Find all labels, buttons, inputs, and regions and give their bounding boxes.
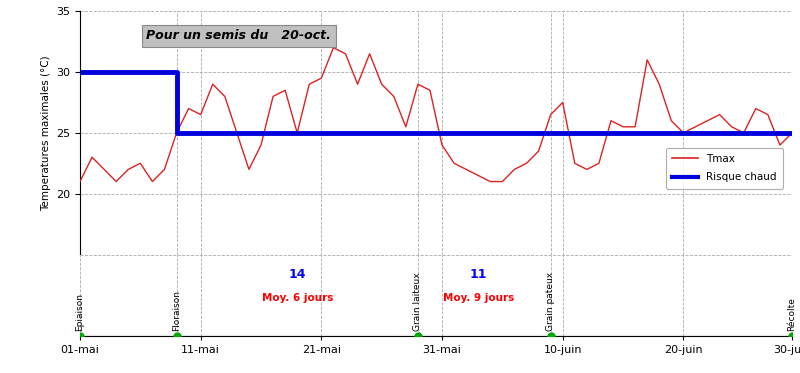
- Text: 11: 11: [470, 267, 487, 280]
- Text: Grain laiteux: Grain laiteux: [414, 272, 422, 331]
- Text: Moy. 6 jours: Moy. 6 jours: [262, 294, 333, 303]
- Y-axis label: Temperatures maximales (°C): Temperatures maximales (°C): [41, 55, 50, 211]
- Legend: Tmax, Risque chaud: Tmax, Risque chaud: [666, 148, 783, 188]
- Text: Pour un semis du   20-oct.: Pour un semis du 20-oct.: [146, 29, 331, 43]
- Text: 14: 14: [289, 267, 306, 280]
- Text: Epiaison: Epiaison: [75, 293, 85, 331]
- Text: Récolte: Récolte: [787, 297, 797, 331]
- Text: Grain pateux: Grain pateux: [546, 272, 555, 331]
- Text: Moy. 9 jours: Moy. 9 jours: [442, 294, 514, 303]
- Text: Floraison: Floraison: [172, 290, 181, 331]
